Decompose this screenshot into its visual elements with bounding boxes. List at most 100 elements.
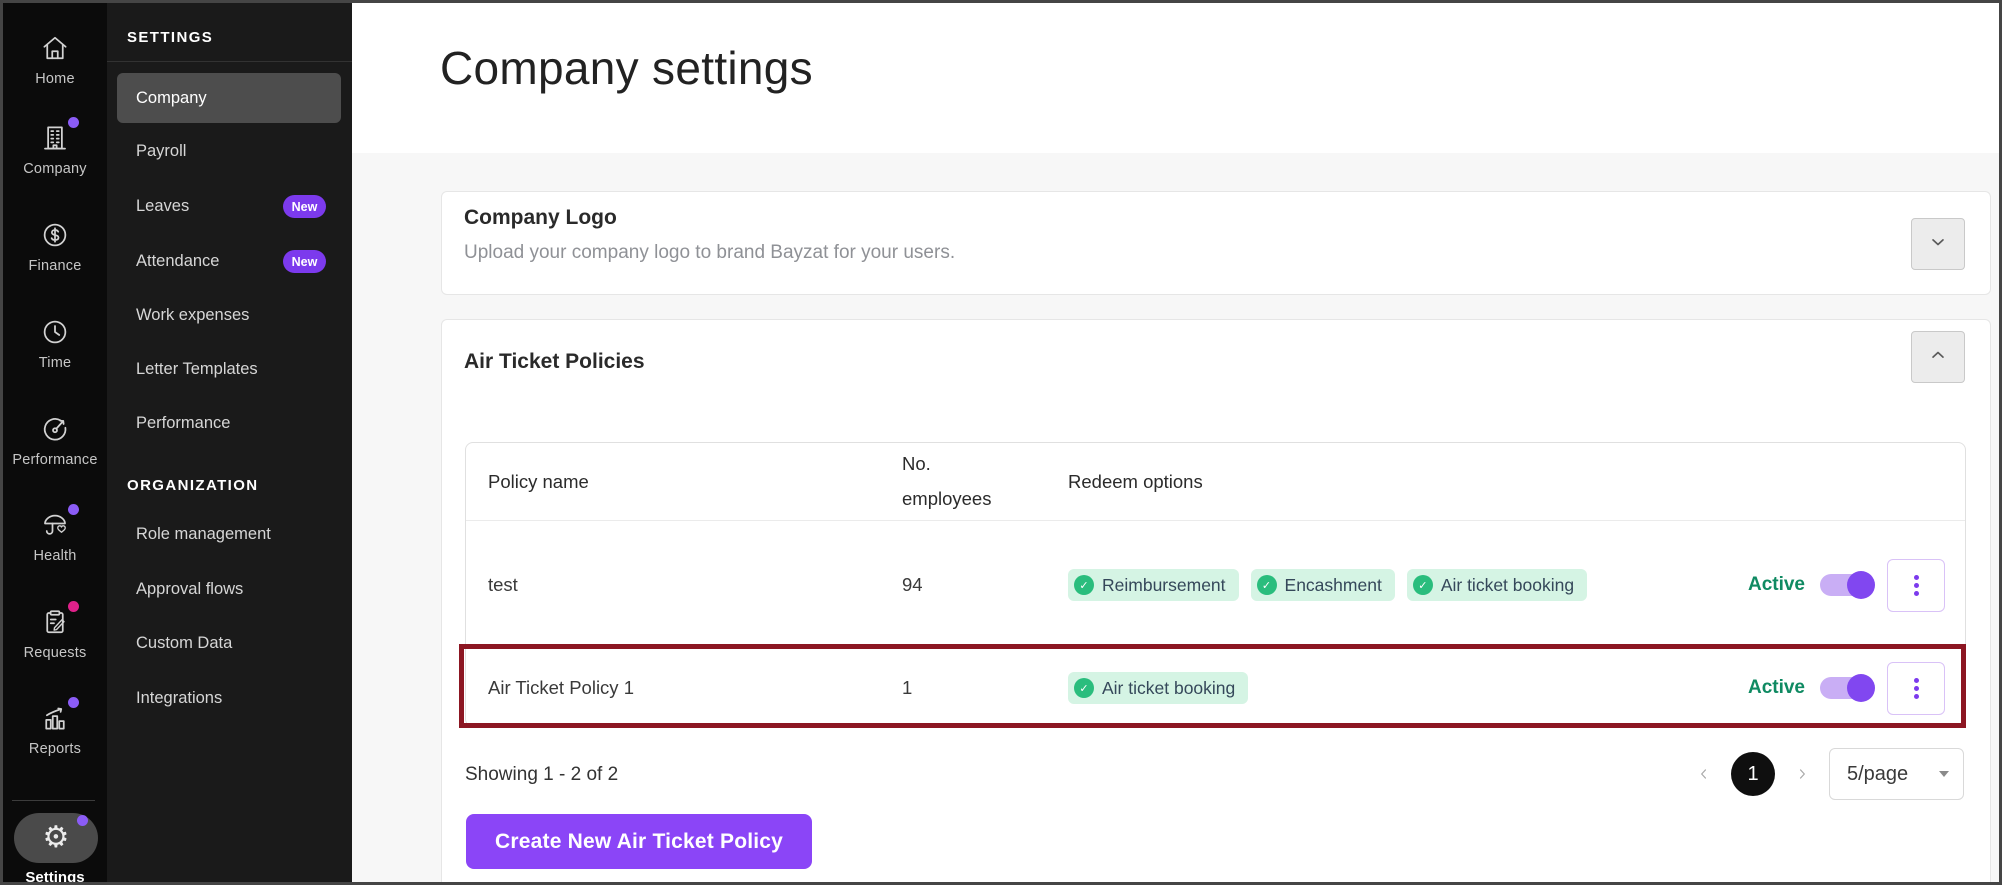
bar-chart-arrow-icon	[36, 697, 79, 735]
sidebar-item-custom-data[interactable]: Custom Data	[136, 634, 233, 652]
row-menu-button[interactable]	[1887, 661, 1945, 715]
sidebar-item-role-management[interactable]: Role management	[136, 525, 271, 543]
nav-item-requests[interactable]: Requests	[3, 601, 107, 661]
row-controls: Active	[1747, 558, 1965, 612]
create-policy-button[interactable]: Create New Air Ticket Policy	[466, 814, 813, 869]
sidebar-item-attendance[interactable]: Attendance	[136, 252, 220, 270]
active-toggle[interactable]	[1820, 674, 1875, 702]
check-icon: ✓	[1412, 575, 1433, 595]
page-size-select[interactable]: 5/page	[1829, 748, 1964, 800]
building-icon	[36, 117, 79, 155]
nav-label: Performance	[12, 452, 98, 468]
page-size-value: 5/page	[1847, 762, 1909, 785]
table-row: Air Ticket Policy 1 1 ✓ Air ticket booki…	[466, 649, 1965, 727]
nav-label: Company	[23, 161, 87, 177]
gauge-target-icon	[36, 412, 74, 446]
page-title: Company settings	[440, 42, 813, 94]
chevron-up-icon	[1928, 345, 1948, 370]
redeem-options-cell: ✓ Air ticket booking	[1068, 672, 1668, 704]
nav-item-home[interactable]: Home	[3, 31, 107, 87]
nav-item-performance[interactable]: Performance	[3, 412, 107, 468]
gear-icon: ⚙	[42, 820, 70, 855]
employees-cell: 1	[902, 677, 913, 698]
redeem-options-cell: ✓ Reimbursement ✓ Encashment ✓ Air ticke…	[1068, 569, 1668, 601]
notification-dot	[68, 697, 79, 708]
pagination: 1 5/page	[1693, 748, 1964, 800]
policies-table: Policy name No. employees Redeem options…	[459, 442, 1966, 728]
card-subtitle: Upload your company logo to brand Bayzat…	[464, 242, 956, 263]
new-badge: New	[283, 195, 326, 218]
sidebar-item-integrations[interactable]: Integrations	[136, 689, 223, 707]
sidebar-item-company[interactable]: Company	[117, 73, 341, 123]
sidebar-divider	[107, 61, 352, 62]
nav-label: Health	[33, 548, 77, 564]
nav-item-reports[interactable]: Reports	[3, 697, 107, 757]
table-row: test 94 ✓ Reimbursement ✓ Encashment	[466, 521, 1965, 649]
redeem-option-badge: ✓ Air ticket booking	[1068, 672, 1249, 704]
card-title: Company Logo	[464, 206, 617, 229]
column-header-policy-name: Policy name	[488, 470, 589, 492]
sidebar-item-letter-templates[interactable]: Letter Templates	[136, 360, 258, 378]
main-nav-rail: Home Company Finance Time Perfo	[3, 3, 107, 882]
notification-dot	[68, 117, 79, 128]
redeem-option-badge: ✓ Reimbursement	[1068, 569, 1239, 601]
table-header-row: Policy name No. employees Redeem options	[466, 443, 1965, 521]
notification-dot	[68, 601, 79, 612]
badge-label: Encashment	[1284, 574, 1382, 595]
redeem-option-badge: ✓ Encashment	[1250, 569, 1395, 601]
active-toggle[interactable]	[1820, 571, 1875, 599]
page-number-button[interactable]: 1	[1731, 752, 1775, 796]
toggle-knob	[1847, 571, 1875, 599]
nav-item-settings[interactable]: ⚙	[14, 813, 98, 863]
sidebar-item-leaves[interactable]: Leaves	[136, 197, 190, 215]
badge-label: Air ticket booking	[1440, 574, 1575, 595]
nav-label: Requests	[23, 645, 87, 661]
sidebar-item-performance[interactable]: Performance	[136, 414, 231, 432]
nav-item-time[interactable]: Time	[3, 315, 107, 371]
notification-dot	[77, 815, 88, 826]
settings-sidebar: SETTINGS Company Payroll Leaves New Atte…	[107, 3, 352, 882]
policy-name-cell: Air Ticket Policy 1	[488, 677, 634, 698]
check-icon: ✓	[1074, 678, 1094, 698]
sidebar-item-approval-flows[interactable]: Approval flows	[136, 580, 244, 598]
nav-item-finance[interactable]: Finance	[3, 218, 107, 274]
badge-label: Reimbursement	[1102, 574, 1226, 595]
column-header-no-employees: No. employees	[902, 453, 992, 509]
collapse-policies-card-button[interactable]	[1911, 331, 1965, 383]
umbrella-heart-icon	[36, 504, 79, 542]
air-ticket-policies-card: Air Ticket Policies Policy name No. empl…	[441, 319, 1991, 882]
previous-page-button[interactable]	[1693, 763, 1715, 785]
sidebar-heading-settings: SETTINGS	[127, 29, 214, 46]
expand-logo-card-button[interactable]	[1911, 218, 1965, 270]
sidebar-item-payroll[interactable]: Payroll	[136, 142, 187, 160]
card-title: Air Ticket Policies	[464, 350, 645, 373]
badge-label: Air ticket booking	[1102, 677, 1236, 698]
rail-divider	[12, 800, 95, 801]
nav-label: Reports	[28, 741, 82, 757]
nav-label-settings: Settings	[25, 869, 85, 885]
clipboard-pen-icon	[36, 601, 79, 639]
content-area: Company Logo Upload your company logo to…	[352, 153, 1999, 882]
nav-item-company[interactable]: Company	[3, 117, 107, 177]
caret-down-icon	[1939, 771, 1949, 777]
next-page-button[interactable]	[1791, 763, 1813, 785]
clock-icon	[36, 315, 74, 349]
company-logo-card: Company Logo Upload your company logo to…	[441, 191, 1991, 295]
row-controls: Active	[1747, 661, 1965, 715]
redeem-option-badge: ✓ Air ticket booking	[1406, 569, 1588, 601]
nav-label: Finance	[28, 258, 82, 274]
main-content: Company settings Company Logo Upload you…	[352, 3, 1999, 882]
sidebar-item-work-expenses[interactable]: Work expenses	[136, 306, 250, 324]
status-label: Active	[1747, 574, 1805, 595]
check-icon: ✓	[1074, 575, 1094, 595]
chevron-down-icon	[1928, 232, 1948, 257]
sidebar-heading-organization: ORGANIZATION	[127, 477, 259, 494]
check-icon: ✓	[1256, 575, 1277, 595]
nav-item-health[interactable]: Health	[3, 504, 107, 564]
row-menu-button[interactable]	[1887, 558, 1945, 612]
nav-label: Home	[35, 71, 75, 87]
status-label: Active	[1747, 677, 1805, 698]
toggle-knob	[1847, 674, 1875, 702]
new-badge: New	[283, 250, 326, 273]
